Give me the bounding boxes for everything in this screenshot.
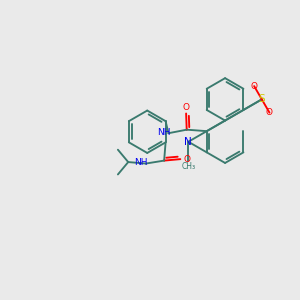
Text: CH₃: CH₃ [181,162,195,171]
Text: O: O [250,82,258,91]
Text: N: N [184,137,192,147]
Text: O: O [183,154,190,164]
Text: O: O [266,108,273,117]
Text: S: S [259,94,265,104]
Text: O: O [183,103,190,112]
Text: NH: NH [134,158,148,167]
Text: NH: NH [157,128,170,136]
